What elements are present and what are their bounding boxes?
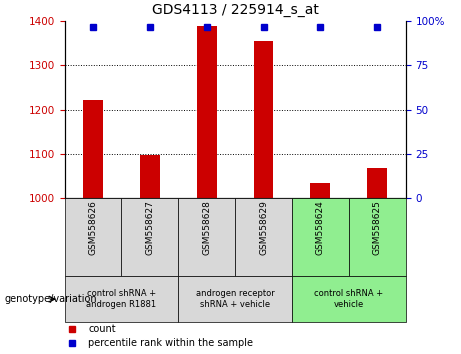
Text: control shRNA +
vehicle: control shRNA + vehicle xyxy=(314,290,384,309)
Bar xyxy=(292,276,406,322)
Text: control shRNA +
androgen R1881: control shRNA + androgen R1881 xyxy=(86,290,156,309)
Bar xyxy=(310,183,331,198)
Text: GSM558626: GSM558626 xyxy=(89,201,97,256)
Text: GSM558625: GSM558625 xyxy=(373,201,382,256)
Text: genotype/variation: genotype/variation xyxy=(5,294,97,304)
Bar xyxy=(178,276,292,322)
Text: GSM558624: GSM558624 xyxy=(316,201,325,255)
Bar xyxy=(197,26,217,198)
Title: GDS4113 / 225914_s_at: GDS4113 / 225914_s_at xyxy=(152,4,319,17)
Text: androgen receptor
shRNA + vehicle: androgen receptor shRNA + vehicle xyxy=(196,290,274,309)
Text: percentile rank within the sample: percentile rank within the sample xyxy=(89,338,254,348)
Bar xyxy=(349,198,406,276)
Text: count: count xyxy=(89,324,116,333)
Bar xyxy=(140,155,160,198)
Bar xyxy=(235,198,292,276)
Bar xyxy=(121,198,178,276)
Bar xyxy=(65,276,178,322)
Bar xyxy=(83,100,103,198)
Bar xyxy=(367,168,387,198)
Bar xyxy=(178,198,235,276)
Text: GSM558628: GSM558628 xyxy=(202,201,211,256)
Text: GSM558627: GSM558627 xyxy=(145,201,154,256)
Text: GSM558629: GSM558629 xyxy=(259,201,268,256)
Bar xyxy=(254,41,273,198)
Bar xyxy=(292,198,349,276)
Bar xyxy=(65,198,121,276)
